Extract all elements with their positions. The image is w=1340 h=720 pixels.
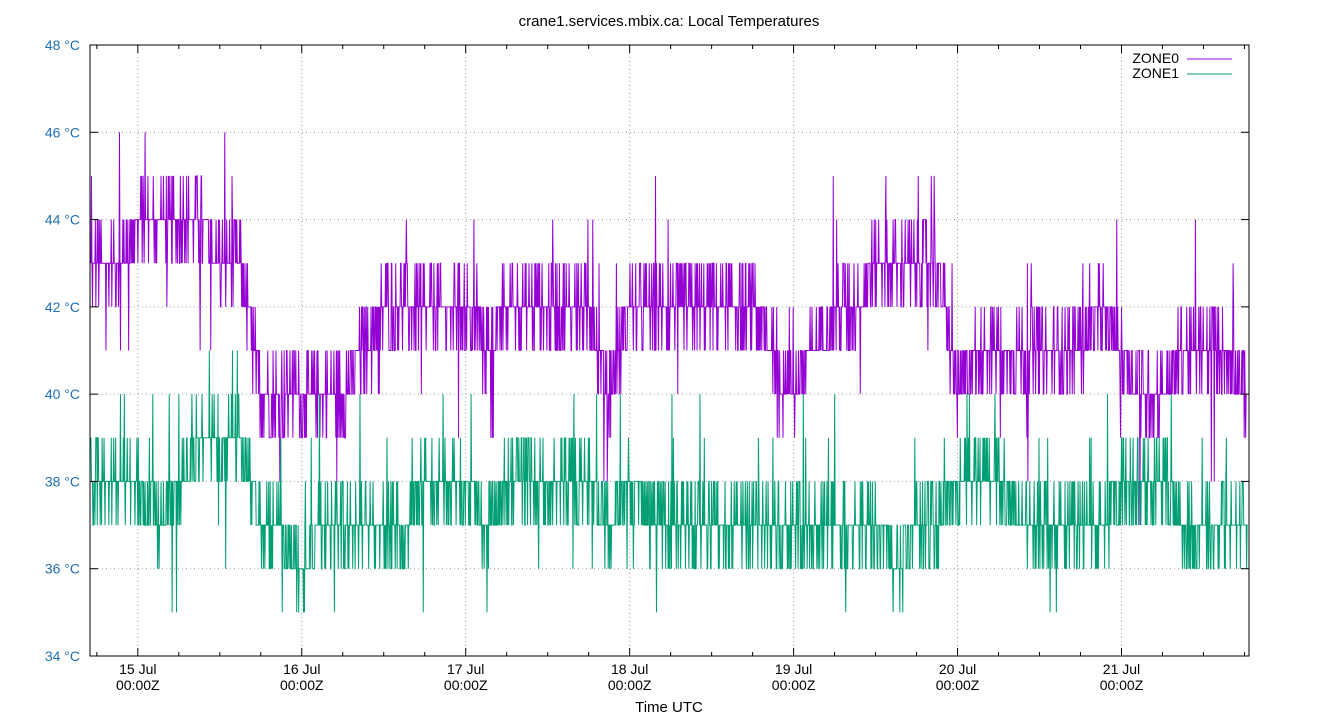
- series-layer: [90, 132, 1248, 613]
- plot-border: [89, 44, 1250, 657]
- y-tick-label: 36 °C: [45, 561, 80, 577]
- x-tick-day-label: 20 Jul: [939, 661, 976, 677]
- y-tick-label: 42 °C: [45, 299, 80, 315]
- axis-ticks: 34 °C 36 °C 38 °C 40 °C 42 °C 44 °C 46 °C 48 °C…: [45, 37, 1249, 693]
- y-tick-label: 46 °C: [45, 124, 80, 140]
- x-tick-time-label: 00:00Z: [608, 677, 652, 693]
- series-line-zone0: [90, 132, 1248, 526]
- x-tick-time-label: 00:00Z: [936, 677, 980, 693]
- legend-label-zone1: ZONE1: [1132, 65, 1179, 81]
- x-axis-label: Time UTC: [635, 699, 703, 716]
- x-tick-day-label: 17 Jul: [447, 661, 484, 677]
- x-tick-time-label: 00:00Z: [1100, 677, 1144, 693]
- y-tick-label: 44 °C: [45, 212, 80, 228]
- x-tick-day-label: 19 Jul: [775, 661, 812, 677]
- y-tick-label: 38 °C: [45, 473, 80, 489]
- x-tick-day-label: 15 Jul: [119, 661, 156, 677]
- x-tick-time-label: 00:00Z: [280, 677, 324, 693]
- y-tick-label: 48 °C: [45, 37, 80, 53]
- x-tick-time-label: 00:00Z: [772, 677, 816, 693]
- chart-title: crane1.services.mbix.ca: Local Temperatu…: [519, 13, 820, 30]
- y-tick-label: 40 °C: [45, 386, 80, 402]
- x-tick-time-label: 00:00Z: [116, 677, 160, 693]
- x-tick-day-label: 21 Jul: [1103, 661, 1140, 677]
- y-tick-label: 34 °C: [45, 648, 80, 664]
- x-tick-time-label: 00:00Z: [444, 677, 488, 693]
- x-tick-day-label: 16 Jul: [283, 661, 320, 677]
- x-tick-day-label: 18 Jul: [611, 661, 648, 677]
- legend-label-zone0: ZONE0: [1132, 50, 1179, 66]
- series-line-zone1: [90, 350, 1248, 613]
